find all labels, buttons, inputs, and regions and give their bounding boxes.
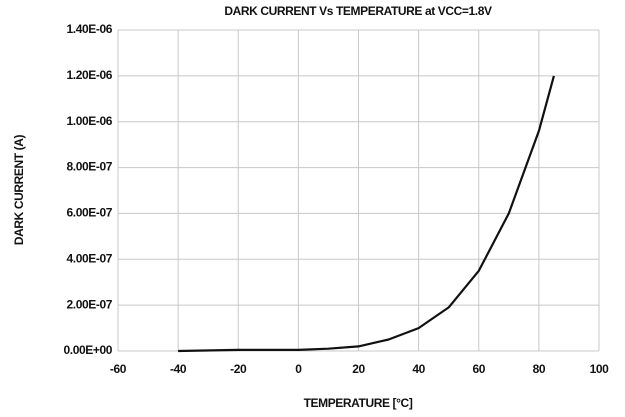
x-tick-label: 100 <box>590 362 610 376</box>
y-tick-label: 8.00E-07 <box>66 160 112 174</box>
y-tick-label: 6.00E-07 <box>66 206 112 220</box>
x-tick-label: -20 <box>230 362 247 376</box>
x-tick-label: -40 <box>170 362 187 376</box>
y-tick-label: 2.00E-07 <box>66 297 112 311</box>
data-line <box>178 75 555 353</box>
y-tick-label: 1.40E-06 <box>66 22 112 36</box>
x-tick-label: -60 <box>110 362 127 376</box>
chart-title: DARK CURRENT Vs TEMPERATURE at VCC=1.8V <box>224 4 492 18</box>
y-tick-label: 1.00E-06 <box>66 114 112 128</box>
y-tick-label: 1.20E-06 <box>66 68 112 82</box>
y-axis-label: DARK CURRENT (A) <box>12 134 26 245</box>
x-tick-label: 0 <box>295 362 302 376</box>
x-tick-label: 80 <box>533 362 546 376</box>
y-tick-label: 4.00E-07 <box>66 251 112 265</box>
x-axis-label: TEMPERATURE [°C] <box>304 396 413 410</box>
y-tick-label: 0.00E+00 <box>63 343 112 357</box>
x-tick-label: 20 <box>352 362 365 376</box>
x-tick-label: 40 <box>412 362 425 376</box>
x-tick-label: 60 <box>472 362 485 376</box>
